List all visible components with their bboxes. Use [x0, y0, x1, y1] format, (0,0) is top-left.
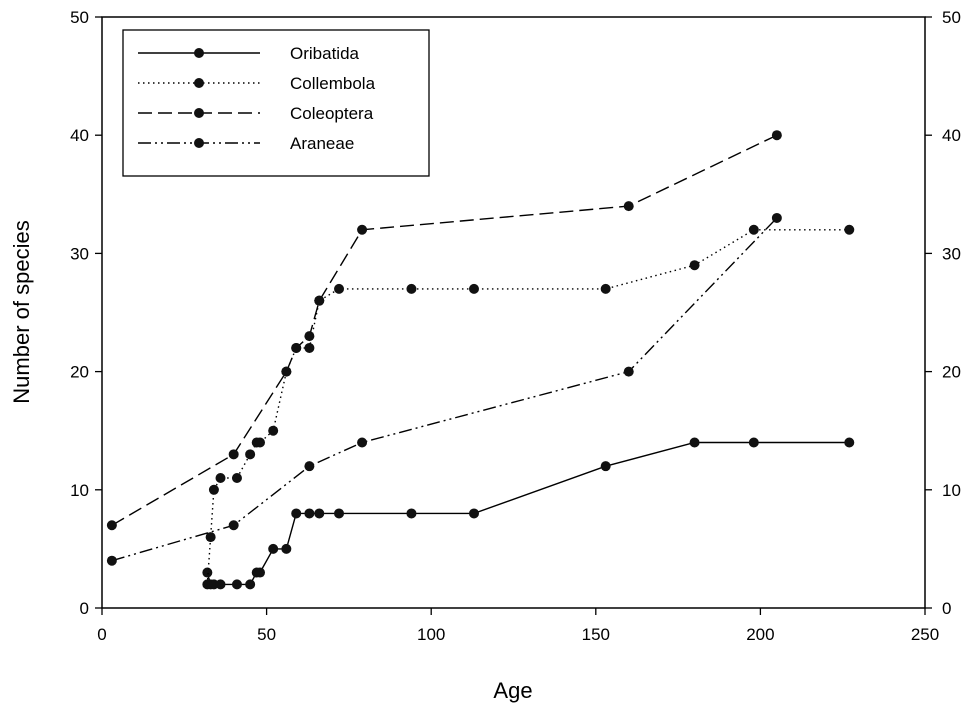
legend-marker	[194, 78, 204, 88]
series-araneae	[106, 212, 782, 566]
data-point	[600, 461, 611, 472]
x-tick-label: 250	[911, 625, 939, 644]
x-tick-label: 50	[257, 625, 276, 644]
data-point	[334, 508, 345, 519]
data-point	[468, 508, 479, 519]
y2-tick-label: 10	[942, 481, 961, 500]
series-layer	[106, 130, 855, 590]
data-point	[255, 437, 266, 448]
data-point	[314, 295, 325, 306]
series-line	[206, 229, 850, 585]
data-point	[623, 366, 634, 377]
data-point	[245, 449, 256, 460]
data-point	[208, 484, 219, 495]
series-line	[206, 441, 850, 586]
y-axis-title: Number of species	[9, 220, 34, 403]
y2-tick-label: 30	[942, 244, 961, 263]
data-point	[406, 283, 417, 294]
y-tick-label: 50	[70, 8, 89, 27]
legend-label: Oribatida	[290, 44, 360, 63]
x-tick-label: 0	[97, 625, 106, 644]
data-point	[844, 437, 855, 448]
data-point	[600, 283, 611, 294]
y2-tick-label: 0	[942, 599, 951, 618]
y-tick-label: 0	[80, 599, 89, 618]
x-tick-label: 150	[582, 625, 610, 644]
y2-tick-label: 50	[942, 8, 961, 27]
data-point	[304, 331, 315, 342]
data-point	[291, 342, 302, 353]
legend-label: Collembola	[290, 74, 376, 93]
legend-marker	[194, 138, 204, 148]
data-point	[281, 543, 292, 554]
data-point	[406, 508, 417, 519]
data-point	[844, 224, 855, 235]
data-point	[268, 425, 279, 436]
legend-box	[122, 29, 430, 177]
data-point	[228, 449, 239, 460]
data-point	[314, 508, 325, 519]
data-point	[771, 212, 782, 223]
data-point	[304, 508, 315, 519]
data-point	[304, 342, 315, 353]
series-line	[111, 134, 778, 526]
y-tick-label: 20	[70, 363, 89, 382]
legend-label: Araneae	[290, 134, 354, 153]
x-tick-label: 200	[746, 625, 774, 644]
y-tick-label: 30	[70, 244, 89, 263]
series-collembola	[202, 224, 855, 590]
legend-marker	[194, 108, 204, 118]
data-point	[748, 437, 759, 448]
data-point	[748, 224, 759, 235]
data-point	[689, 260, 700, 271]
series-line	[111, 217, 778, 562]
x-tick-label: 100	[417, 625, 445, 644]
data-point	[245, 579, 256, 590]
legend-label: Coleoptera	[290, 104, 374, 123]
series-oribatida	[202, 437, 855, 590]
data-point	[231, 579, 242, 590]
data-point	[291, 508, 302, 519]
data-point	[106, 520, 117, 531]
y-tick-label: 40	[70, 126, 89, 145]
data-point	[304, 461, 315, 472]
legend-marker	[194, 48, 204, 58]
data-point	[202, 579, 213, 590]
data-point	[357, 437, 368, 448]
legend: Oribatida Collembola Coleoptera Araneae	[122, 29, 430, 177]
data-point	[106, 555, 117, 566]
data-point	[215, 472, 226, 483]
data-point	[228, 520, 239, 531]
data-point	[231, 472, 242, 483]
y-tick-label: 10	[70, 481, 89, 500]
x-axis-title: Age	[493, 678, 532, 703]
data-point	[771, 130, 782, 141]
series-coleoptera	[106, 130, 782, 531]
y2-tick-label: 40	[942, 126, 961, 145]
data-point	[623, 201, 634, 212]
data-point	[468, 283, 479, 294]
data-point	[202, 567, 213, 578]
plot-frame	[101, 16, 926, 609]
data-point	[268, 543, 279, 554]
data-point	[357, 224, 368, 235]
y2-tick-label: 20	[942, 363, 961, 382]
data-point	[281, 366, 292, 377]
data-point	[205, 532, 216, 543]
data-point	[215, 579, 226, 590]
data-point	[334, 283, 345, 294]
data-point	[689, 437, 700, 448]
data-point	[255, 567, 266, 578]
